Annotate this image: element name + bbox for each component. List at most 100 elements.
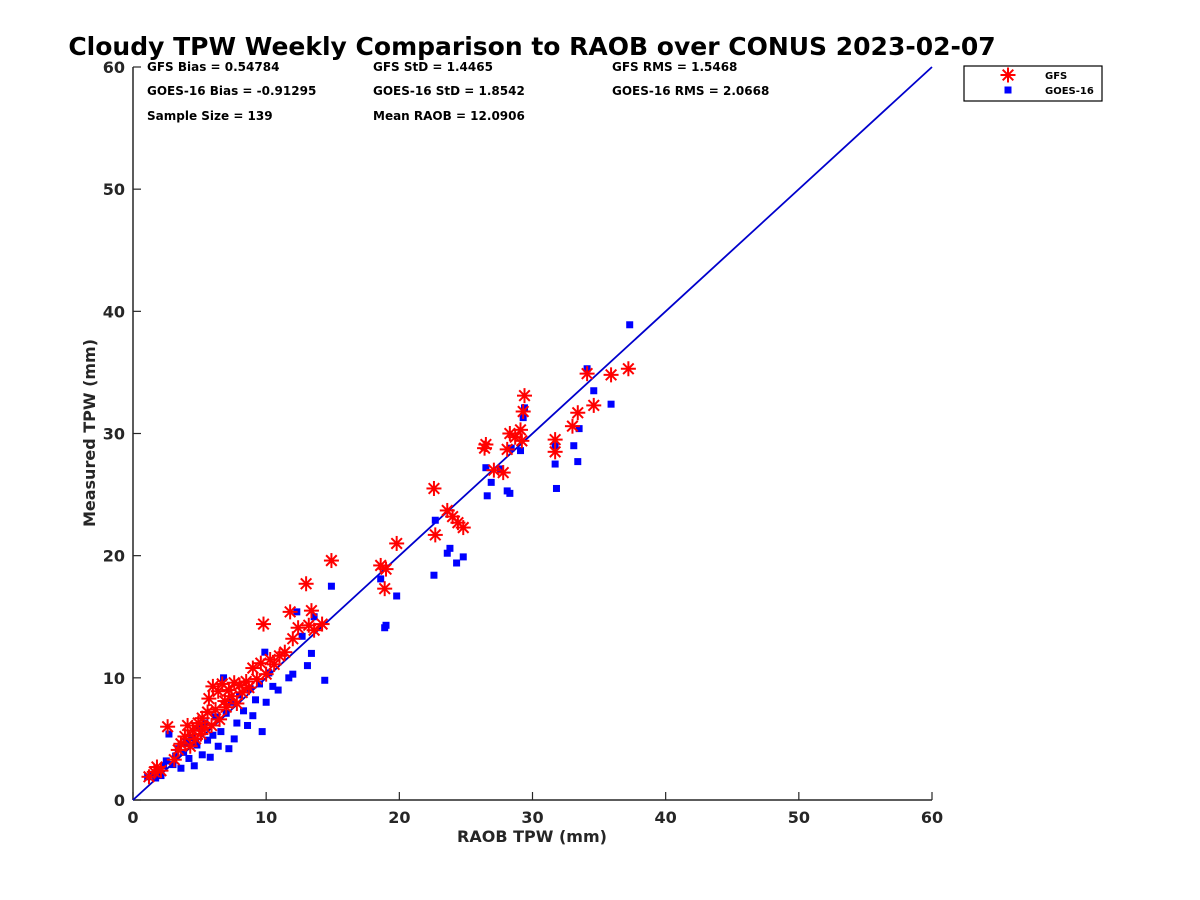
goes-16-point	[377, 575, 385, 583]
legend-box	[963, 65, 1103, 102]
goes-16-point	[307, 649, 315, 657]
goes-16-point	[217, 728, 225, 736]
y-tick-label: 30	[103, 425, 125, 444]
goes-16-point	[482, 464, 490, 472]
gfs-point	[277, 644, 293, 660]
gfs-point	[153, 763, 169, 779]
goes-16-point	[185, 754, 193, 762]
x-tick-label: 50	[788, 808, 810, 827]
goes-16-point	[487, 478, 495, 486]
goes-16-point	[382, 621, 390, 629]
gfs-point	[579, 366, 595, 382]
goes-16-point	[244, 721, 252, 729]
gfs-point	[306, 622, 322, 638]
goes-16-point	[172, 752, 180, 760]
goes-16-point	[321, 676, 329, 684]
goes-16-point	[570, 442, 578, 450]
goes-16-point	[162, 757, 170, 765]
x-ticks: 0 10 20 30 40 50 60	[127, 792, 943, 827]
x-tick-label: 20	[388, 808, 410, 827]
gfs-point	[290, 620, 306, 636]
gfs-point	[426, 480, 442, 496]
goes-16-point	[269, 682, 277, 690]
gfs-point	[256, 616, 272, 632]
gfs-point	[514, 433, 530, 449]
goes-16-legend-square	[1004, 86, 1012, 94]
goes-16-point	[252, 696, 260, 704]
x-tick-label: 40	[655, 808, 677, 827]
x-axis-label: RAOB TPW (mm)	[457, 827, 607, 846]
x-tick-label: 10	[255, 808, 277, 827]
goes-16-point	[225, 745, 233, 753]
stat-goes-bias: GOES-16 Bias = -0.91295	[147, 84, 316, 98]
legend: GFS GOES-16	[963, 65, 1103, 102]
gfs-point	[160, 719, 176, 735]
chart-title: Cloudy TPW Weekly Comparison to RAOB ove…	[68, 32, 995, 61]
gfs-point	[303, 603, 319, 619]
goes-16-point	[327, 582, 335, 590]
legend-goes-16-label: GOES-16	[1045, 86, 1094, 97]
gfs-point	[323, 553, 339, 569]
goes-16-point	[214, 742, 222, 750]
stat-gfs-std: GFS StD = 1.4465	[373, 60, 493, 74]
gfs-point	[620, 361, 636, 377]
gfs-point	[486, 462, 502, 478]
gfs-point	[285, 631, 301, 647]
goes-16-point	[446, 544, 454, 552]
goes-16-point	[262, 698, 270, 706]
gfs-point	[517, 388, 533, 404]
y-tick-label: 0	[114, 791, 125, 810]
goes-16-point	[230, 735, 238, 743]
y-tick-label: 40	[103, 302, 125, 321]
gfs-point	[495, 465, 511, 481]
gfs-point	[201, 691, 217, 707]
goes-16-point	[233, 719, 241, 727]
stat-gfs-rms: GFS RMS = 1.5468	[612, 60, 737, 74]
x-tick-label: 0	[127, 808, 138, 827]
y-tick-label: 50	[103, 180, 125, 199]
gfs-point	[249, 671, 265, 687]
goes-16-point	[249, 712, 257, 720]
gfs-point	[427, 527, 443, 543]
goes-16-point	[209, 731, 217, 739]
goes-16-point	[507, 444, 515, 452]
goes-16-point	[552, 484, 560, 492]
gfs-point	[455, 520, 471, 536]
goes-16-point	[590, 387, 598, 395]
gfs-point	[603, 367, 619, 383]
goes-16-point	[607, 400, 615, 408]
gfs-legend-asterisk	[1000, 67, 1016, 83]
x-tick-label: 30	[521, 808, 543, 827]
goes-16-point	[204, 736, 212, 744]
goes-16-point	[188, 734, 196, 742]
gfs-point	[266, 656, 282, 672]
gfs-point	[478, 436, 494, 452]
gfs-point	[586, 397, 602, 413]
goes-16-point	[298, 632, 306, 640]
goes-16-point	[256, 680, 264, 688]
legend-goes-16-marker	[1004, 86, 1012, 94]
goes-16-point	[551, 460, 559, 468]
goes-16-point	[198, 751, 206, 759]
goes-16-point	[521, 404, 529, 412]
x-tick-label: 60	[921, 808, 943, 827]
y-axis-label: Measured TPW (mm)	[80, 339, 99, 527]
goes-16-point	[220, 674, 228, 682]
goes-16-point	[165, 730, 173, 738]
goes-16-point	[180, 748, 188, 756]
goes-16-point	[483, 492, 491, 500]
legend-gfs-marker	[1000, 67, 1016, 83]
goes-16-point	[393, 592, 401, 600]
goes-16-point	[430, 571, 438, 579]
goes-16-point	[517, 447, 525, 455]
gfs-point	[212, 711, 228, 727]
goes-16-point	[258, 728, 266, 736]
goes-16-point	[160, 762, 168, 770]
legend-gfs-label: GFS	[1045, 71, 1067, 82]
goes-16-point	[310, 613, 318, 621]
goes-16-point	[574, 458, 582, 466]
goes-16-point	[575, 425, 583, 433]
gfs-point	[389, 535, 405, 551]
gfs-point	[570, 405, 586, 421]
